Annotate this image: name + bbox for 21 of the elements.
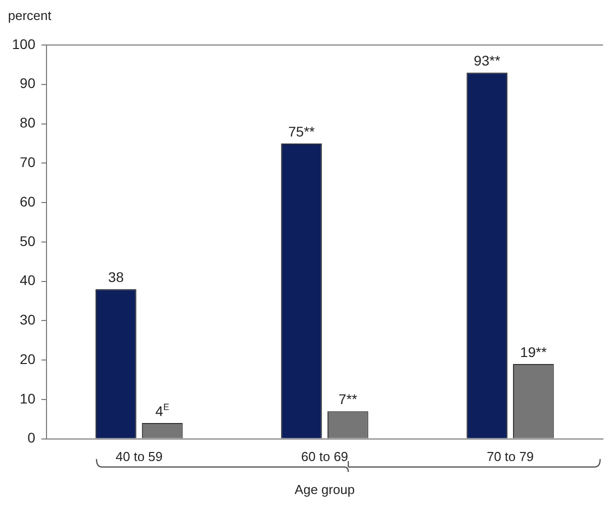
data-label: 38 <box>108 269 124 286</box>
x-tick-label: 70 to 79 <box>486 449 534 464</box>
x-axis-title: Age group <box>294 482 355 497</box>
y-tick-label: 60 <box>20 193 36 210</box>
y-tick-label: 50 <box>20 232 36 249</box>
y-tick-label: 100 <box>12 36 36 52</box>
y-tick-label: 80 <box>20 114 36 131</box>
y-tick-label: 30 <box>20 312 36 328</box>
data-label: 93** <box>474 52 501 69</box>
y-tick-label: 90 <box>20 75 36 92</box>
data-label: 75** <box>288 123 316 140</box>
data-label: 19** <box>520 344 548 360</box>
data-label: 7** <box>338 391 358 408</box>
y-tick-label: 70 <box>20 154 36 170</box>
y-tick-label: 40 <box>20 272 36 288</box>
x-tick-label: 60 to 69 <box>301 449 348 464</box>
y-tick-label: 0 <box>28 430 36 446</box>
y-axis-title: percent <box>8 8 52 23</box>
y-tick-label: 20 <box>20 350 36 367</box>
y-tick-label: 10 <box>20 390 36 406</box>
x-tick-label: 40 to 59 <box>116 449 163 464</box>
